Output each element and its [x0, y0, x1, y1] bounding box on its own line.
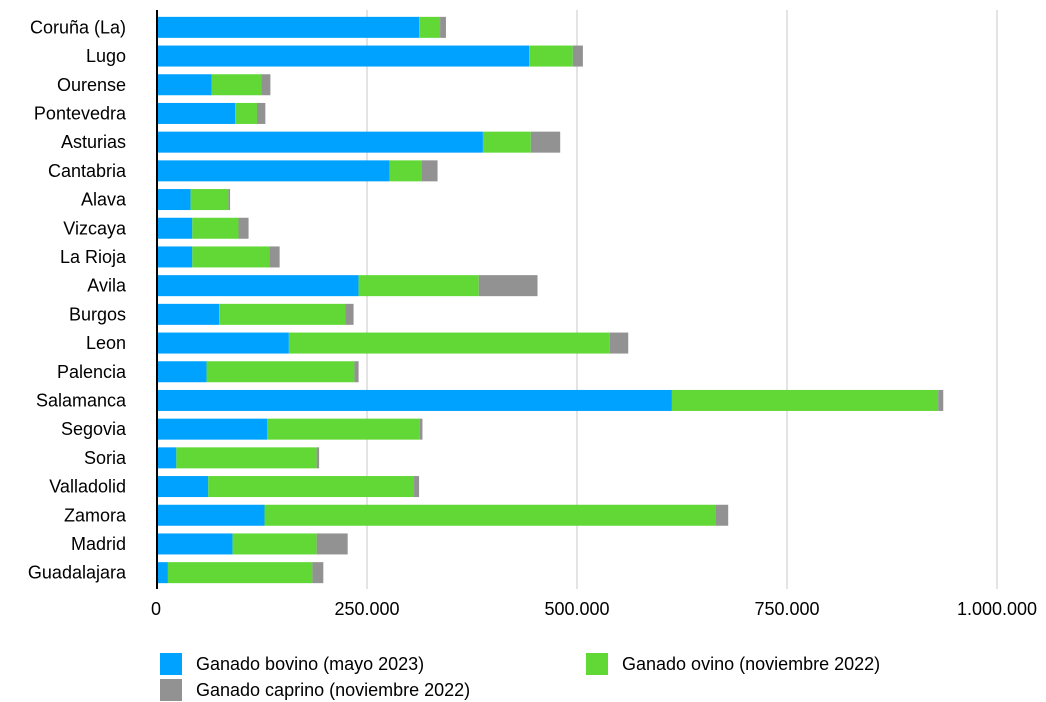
category-label-8: La Rioja — [60, 247, 127, 267]
category-label-1: Lugo — [86, 46, 126, 66]
bar-bovino-5 — [157, 160, 390, 182]
bar-ovino-15 — [176, 447, 317, 469]
bar-caprino-5 — [421, 160, 438, 182]
bar-bovino-0 — [157, 16, 420, 38]
category-label-18: Madrid — [71, 534, 126, 554]
x-tick-label-0: 0 — [151, 599, 161, 619]
bar-caprino-3 — [256, 102, 266, 124]
bar-bovino-18 — [157, 533, 233, 555]
bar-bovino-1 — [157, 45, 530, 67]
bar-caprino-17 — [715, 504, 729, 526]
bar-caprino-1 — [572, 45, 583, 67]
bar-ovino-5 — [389, 160, 422, 182]
bar-caprino-19 — [312, 562, 324, 584]
bar-ovino-2 — [211, 74, 262, 96]
category-label-13: Salamanca — [36, 390, 127, 410]
bar-caprino-15 — [316, 447, 320, 469]
category-label-14: Segovia — [61, 419, 127, 439]
bar-bovino-3 — [157, 102, 236, 124]
category-label-19: Guadalajara — [28, 563, 127, 583]
bar-caprino-2 — [261, 74, 271, 96]
bar-bovino-8 — [157, 246, 193, 268]
bar-bovino-11 — [157, 332, 289, 354]
bar-ovino-12 — [206, 361, 355, 383]
x-tick-label-3: 750.000 — [754, 599, 819, 619]
x-tick-label-1: 250.000 — [334, 599, 399, 619]
bar-bovino-7 — [157, 217, 193, 239]
bar-bovino-17 — [157, 504, 265, 526]
bar-ovino-18 — [232, 533, 317, 555]
bar-caprino-16 — [414, 476, 420, 498]
bar-caprino-14 — [419, 418, 423, 440]
bar-bovino-13 — [157, 389, 672, 411]
bar-ovino-9 — [358, 275, 479, 297]
bar-ovino-6 — [190, 189, 229, 211]
bar-caprino-4 — [530, 131, 561, 153]
category-label-11: Leon — [86, 333, 126, 353]
category-label-10: Burgos — [69, 304, 126, 324]
x-tick-label-4: 1.000.000 — [957, 599, 1037, 619]
bar-caprino-18 — [316, 533, 348, 555]
bar-ovino-19 — [167, 562, 313, 584]
bar-bovino-6 — [157, 189, 191, 211]
category-label-5: Cantabria — [48, 161, 127, 181]
bar-bovino-16 — [157, 476, 209, 498]
category-label-9: Avila — [87, 276, 127, 296]
bar-bovino-10 — [157, 303, 220, 325]
bar-ovino-16 — [208, 476, 415, 498]
bar-bovino-9 — [157, 275, 359, 297]
bar-bovino-4 — [157, 131, 483, 153]
bar-ovino-8 — [192, 246, 270, 268]
category-label-16: Valladolid — [49, 477, 126, 497]
bar-bovino-14 — [157, 418, 268, 440]
x-tick-label-2: 500.000 — [544, 599, 609, 619]
category-label-17: Zamora — [64, 505, 127, 525]
category-label-3: Pontevedra — [34, 103, 127, 123]
bar-ovino-3 — [235, 102, 257, 124]
category-label-6: Alava — [81, 190, 127, 210]
category-label-15: Soria — [84, 448, 127, 468]
bar-caprino-11 — [609, 332, 629, 354]
category-label-12: Palencia — [57, 362, 127, 382]
bar-caprino-0 — [440, 16, 446, 38]
bar-ovino-17 — [264, 504, 716, 526]
category-label-4: Asturias — [61, 132, 126, 152]
bar-ovino-10 — [219, 303, 346, 325]
bar-caprino-13 — [938, 389, 944, 411]
bar-bovino-19 — [157, 562, 168, 584]
bar-caprino-8 — [269, 246, 280, 268]
bar-ovino-7 — [192, 217, 239, 239]
category-label-7: Vizcaya — [63, 218, 127, 238]
bar-ovino-1 — [529, 45, 573, 67]
bar-ovino-13 — [671, 389, 939, 411]
bar-ovino-14 — [267, 418, 420, 440]
bar-bovino-2 — [157, 74, 212, 96]
bar-bovino-12 — [157, 361, 207, 383]
bar-caprino-6 — [228, 189, 231, 211]
bar-ovino-11 — [288, 332, 610, 354]
category-label-2: Ourense — [57, 75, 126, 95]
bar-ovino-4 — [482, 131, 531, 153]
bar-caprino-7 — [238, 217, 249, 239]
bar-ovino-0 — [419, 16, 441, 38]
bar-bovino-15 — [157, 447, 177, 469]
bar-caprino-9 — [478, 275, 538, 297]
bar-caprino-12 — [354, 361, 359, 383]
category-label-0: Coruña (La) — [30, 17, 126, 37]
bar-caprino-10 — [345, 303, 354, 325]
